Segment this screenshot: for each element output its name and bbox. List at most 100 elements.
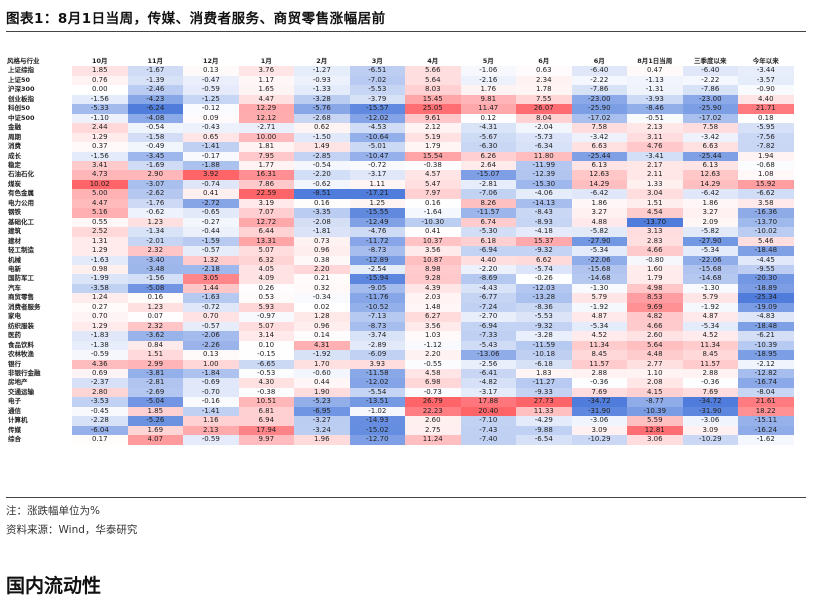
value-cell: -5.53	[349, 85, 405, 95]
value-cell: 4.09	[238, 274, 294, 284]
value-cell: 4.54	[627, 208, 683, 218]
value-cell: -6.42	[682, 189, 738, 199]
row-label: 家电	[8, 312, 21, 321]
value-cell: 1.00	[183, 359, 239, 369]
value-cell: -0.93	[294, 75, 350, 86]
value-cell: -1.69	[127, 160, 183, 171]
table-row: 交通运输 2.80 -2.69 -0.70 -0.38 1.90 -5.54 -0.73 -3.…	[7, 387, 794, 398]
value-cell: 15.92	[738, 179, 794, 190]
value-cell: 5.64	[405, 75, 461, 86]
value-cell: 2.12	[405, 123, 461, 133]
value-cell: -1.56	[72, 151, 128, 161]
value-cell: 6.13	[682, 160, 738, 171]
table-row: 创业板指 -1.56 -4.23 -1.25 4.47 -3.28 -3.79 15.45 9.…	[7, 94, 794, 105]
value-cell: -5.76	[294, 104, 350, 114]
value-cell: 2.52	[72, 227, 128, 237]
value-cell: -0.73	[405, 387, 461, 398]
value-cell: -1.33	[294, 85, 350, 95]
value-cell: -3.58	[72, 283, 128, 294]
value-cell: 9.61	[405, 113, 461, 124]
value-cell: -8.69	[460, 274, 516, 284]
value-cell: -4.23	[127, 94, 183, 105]
table-row: 建材 1.31 -2.01 -1.59 13.31 0.73 -11.72 10.37 6.18…	[7, 236, 794, 247]
table-row: 石油石化 4.73 2.90 3.92 16.31 -2.20 -3.17 4.57 -15.0…	[7, 170, 794, 180]
column-header: 三季度以来	[694, 57, 727, 65]
value-cell: -4.82	[460, 378, 516, 388]
value-cell: -6.54	[516, 435, 572, 445]
value-cell: 7.69	[571, 387, 627, 398]
table-row: 房地产 -2.37 -2.81 -0.69 4.30 0.44 -12.02 6.98 -4.8…	[7, 378, 794, 388]
value-cell: 2.32	[127, 246, 183, 256]
value-cell: 6.13	[571, 160, 627, 171]
value-cell: 12.63	[571, 170, 627, 180]
value-cell: 0.41	[405, 227, 461, 237]
chart-title: 图表1：8月1日当周，传媒、消费者服务、商贸零售涨幅居前	[6, 11, 386, 27]
value-cell: -2.72	[183, 198, 239, 209]
value-cell: 4.58	[405, 368, 461, 379]
value-cell: -1.59	[183, 236, 239, 247]
value-cell: 3.06	[627, 435, 683, 445]
value-cell: 0.84	[127, 340, 183, 351]
value-cell: -25.34	[738, 293, 794, 303]
value-cell: 1.29	[72, 246, 128, 256]
value-cell: 1.85	[127, 406, 183, 417]
value-cell: -0.69	[183, 378, 239, 388]
table-row: 钢铁 5.16 -0.62 -0.65 7.07 -3.35 -15.55 -1.64 -11.…	[7, 208, 794, 218]
column-header: 8月1日当周	[637, 57, 673, 65]
value-cell: 1.65	[238, 85, 294, 95]
value-cell: -0.62	[294, 179, 350, 190]
value-cell: -6.04	[72, 425, 128, 436]
row-label: 稳定	[8, 160, 21, 169]
value-cell: -10.39	[738, 340, 794, 351]
table-row: 金融 2.44 -0.54 -0.43 -2.71 0.62 -4.53 2.12 -4.31-…	[7, 123, 794, 133]
value-cell: 1.23	[127, 217, 183, 228]
value-cell: -0.49	[127, 142, 183, 152]
value-cell: 2.13	[627, 123, 683, 133]
value-cell: 6.94	[238, 416, 294, 426]
value-cell: -0.54	[294, 160, 350, 171]
table-row: 电力公用 4.47 -1.76 -2.72 3.19 0.16 1.25 0.16 8.26 -1…	[7, 198, 794, 209]
value-cell: -0.70	[183, 387, 239, 398]
value-cell: -25.90	[571, 104, 627, 114]
value-cell: -0.38	[405, 160, 461, 171]
row-label: 消费	[8, 142, 21, 151]
value-cell: -6.18	[516, 359, 572, 369]
row-label: 食品饮料	[8, 340, 34, 349]
value-cell: 21.71	[738, 104, 794, 114]
value-cell: -8.73	[349, 321, 405, 332]
value-cell: -0.53	[238, 368, 294, 379]
value-cell: 0.63	[516, 66, 572, 76]
value-cell: -0.34	[294, 293, 350, 303]
row-label: 周期	[8, 132, 21, 141]
value-cell: -2.62	[127, 189, 183, 199]
value-cell: 6.62	[516, 255, 572, 265]
value-cell: 6.27	[405, 312, 461, 322]
value-cell: 4.31	[294, 340, 350, 351]
value-cell: -15.68	[571, 264, 627, 275]
value-cell: 1.10	[627, 368, 683, 379]
value-cell: -1.06	[460, 66, 516, 76]
value-cell: 0.44	[294, 378, 350, 388]
value-cell: -1.13	[627, 75, 683, 86]
value-cell: -3.40	[127, 255, 183, 265]
value-cell: 4.40	[460, 255, 516, 265]
value-cell: 2.20	[294, 264, 350, 275]
value-cell: 1.83	[516, 368, 572, 379]
value-cell: 13.31	[238, 236, 294, 247]
value-cell: 2.99	[127, 359, 183, 369]
value-cell: 0.14	[294, 331, 350, 341]
value-cell: 5.46	[738, 236, 794, 247]
value-cell: 12.12	[238, 113, 294, 124]
value-cell: -8.73	[349, 246, 405, 256]
table-row: 传媒 -6.04 1.69 2.13 17.94 -3.24 -15.02 2.75 -7.43…	[7, 425, 794, 436]
value-cell: -15.11	[738, 416, 794, 426]
row-label: 计算机	[8, 416, 28, 425]
value-cell: 0.70	[72, 312, 128, 322]
value-cell: -4.53	[349, 123, 405, 133]
column-header: 风格与行业	[7, 57, 40, 65]
row-label: 电新	[8, 264, 21, 273]
value-cell: -9.88	[516, 425, 572, 436]
table-row: 汽车 -3.58 -5.08 1.44 0.26 0.32 -9.05 4.39 -4.43 -1…	[7, 283, 794, 294]
value-cell: -10.30	[405, 217, 461, 228]
value-cell: -1.62	[738, 435, 794, 445]
